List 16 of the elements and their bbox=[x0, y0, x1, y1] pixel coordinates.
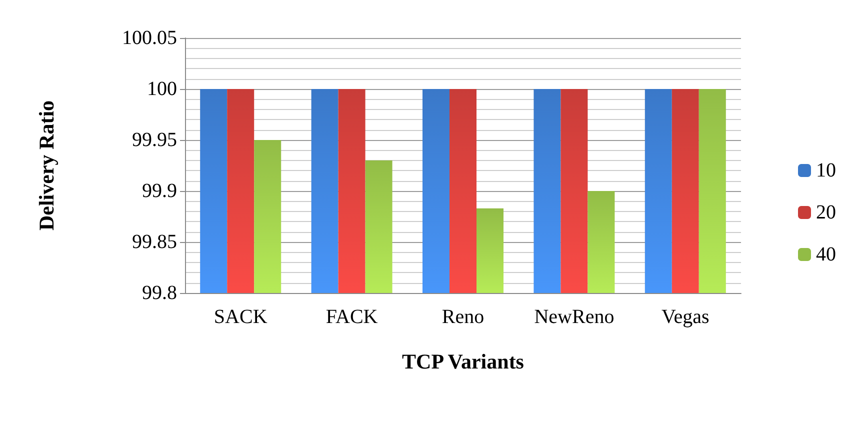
y-tick-label: 100 bbox=[147, 78, 177, 100]
x-tick-label: Vegas bbox=[662, 306, 710, 328]
x-tick-label: FACK bbox=[326, 306, 378, 328]
y-tick-label: 99.95 bbox=[132, 129, 177, 151]
x-tick-label: Reno bbox=[442, 306, 484, 328]
y-tick-label: 99.9 bbox=[142, 180, 177, 202]
y-tick-label: 99.8 bbox=[142, 282, 177, 304]
x-axis-title: TCP Variants bbox=[402, 350, 524, 374]
y-tick-label: 100.05 bbox=[122, 27, 177, 49]
y-axis-title: Delivery Ratio bbox=[34, 100, 58, 231]
legend-label: 10 bbox=[816, 160, 836, 182]
x-tick-label: SACK bbox=[214, 306, 268, 328]
legend-label: 40 bbox=[816, 244, 836, 266]
x-tick-label: NewReno bbox=[534, 306, 614, 328]
legend-label: 20 bbox=[816, 202, 836, 224]
y-tick-label: 99.85 bbox=[132, 231, 177, 253]
